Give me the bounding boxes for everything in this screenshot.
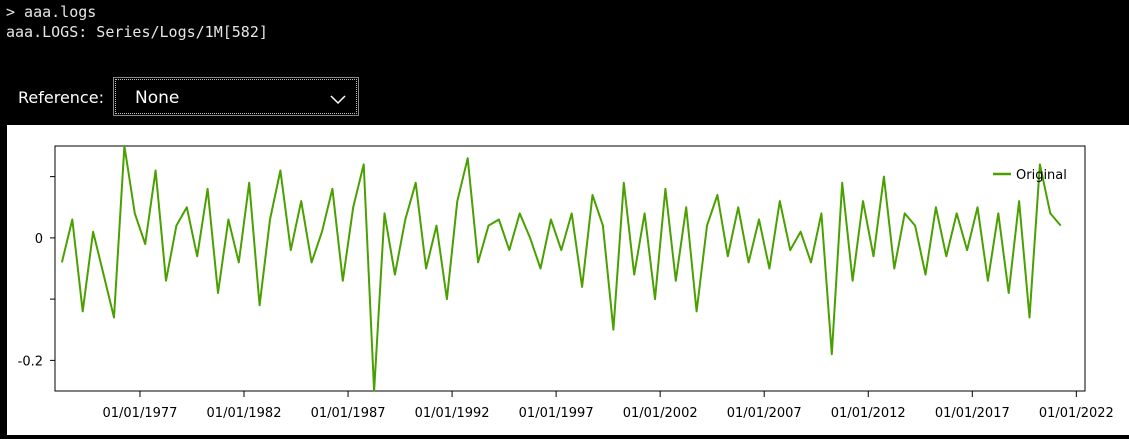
y-tick-label: -0.2 xyxy=(18,354,43,369)
x-tick-label: 01/01/2022 xyxy=(1039,406,1114,421)
x-tick-label: 01/01/1987 xyxy=(311,406,386,421)
y-tick-label: 0 xyxy=(35,232,43,247)
x-tick-label: 01/01/2002 xyxy=(623,406,698,421)
chevron-down-icon xyxy=(330,90,346,105)
reference-dropdown[interactable]: None xyxy=(113,77,359,116)
console-command-line: > aaa.logs xyxy=(6,3,97,21)
reference-label: Reference: xyxy=(18,88,104,107)
x-tick-label: 01/01/1992 xyxy=(415,406,490,421)
console-result-line: aaa.LOGS: Series/Logs/1M[582] xyxy=(6,23,268,41)
reference-selected-value: None xyxy=(135,88,180,108)
x-tick-label: 01/01/1977 xyxy=(102,406,177,421)
chart: 0 -0.2 01/01/1977 01/01/1982 01/01/1987 01/01… xyxy=(18,145,1114,421)
legend-label: Original xyxy=(1016,168,1067,183)
console-output: > aaa.logs aaa.LOGS: Series/Logs/1M[582] xyxy=(6,2,268,42)
x-tick-label: 01/01/1982 xyxy=(207,406,282,421)
x-tick-label: 01/01/2012 xyxy=(831,406,906,421)
chart-panel: 0 -0.2 01/01/1977 01/01/1982 01/01/1987 01/01… xyxy=(7,125,1129,435)
x-tick-label: 01/01/2007 xyxy=(727,406,802,421)
x-tick-label: 01/01/2017 xyxy=(935,406,1010,421)
x-tick-label: 01/01/1997 xyxy=(519,406,594,421)
series-line-original xyxy=(60,145,1062,392)
plot-frame xyxy=(54,145,1086,392)
